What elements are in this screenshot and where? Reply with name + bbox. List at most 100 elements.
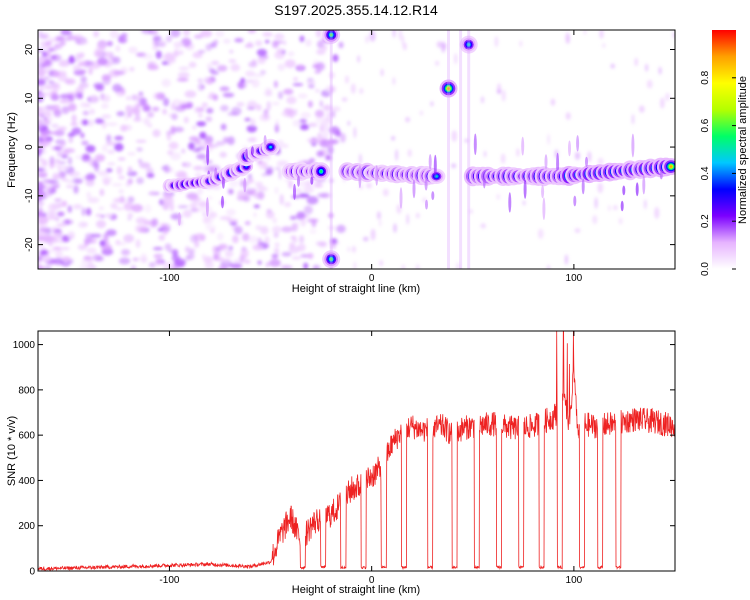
noise-speckle [298, 180, 309, 188]
noise-speckle [117, 157, 126, 161]
noise-speckle [86, 61, 95, 65]
noise-speckle [575, 151, 580, 160]
ridge-tail [245, 148, 248, 162]
noise-speckle [456, 262, 460, 269]
noise-speckle [45, 41, 52, 46]
noise-speckle [201, 102, 208, 108]
noise-speckle [38, 78, 46, 86]
noise-speckle [256, 48, 268, 57]
noise-speckle [180, 103, 193, 109]
noise-speckle [157, 39, 167, 48]
noise-speckle [132, 118, 142, 122]
ridge-tail [375, 165, 379, 186]
noise-speckle [38, 244, 46, 248]
noise-speckle [252, 188, 257, 197]
noise-speckle [246, 106, 255, 110]
noise-speckle [55, 249, 63, 259]
noise-speckle [78, 265, 91, 269]
colorbar-tick-label: 0.6 [700, 118, 711, 132]
noise-speckle [70, 122, 78, 126]
noise-speckle [189, 197, 202, 202]
noise-speckle [392, 77, 396, 86]
noise-speckle [286, 96, 297, 105]
noise-speckle [300, 217, 307, 227]
noise-speckle [80, 132, 85, 139]
noise-speckle [565, 112, 571, 120]
noise-speckle [469, 209, 473, 214]
noise-speckle [136, 177, 144, 185]
noise-speckle [351, 245, 356, 253]
snr-x-tick-label: -100 [159, 575, 179, 586]
noise-speckle [41, 159, 48, 167]
noise-speckle [419, 110, 424, 116]
noise-speckle [359, 88, 364, 94]
noise-speckle [339, 132, 346, 143]
ridge-tail [428, 154, 432, 170]
noise-speckle [184, 90, 197, 98]
noise-speckle [127, 212, 134, 218]
noise-speckle [274, 242, 280, 248]
noise-speckle [252, 244, 263, 251]
noise-speckle [316, 49, 326, 55]
noise-speckle [430, 101, 434, 107]
noise-speckle [116, 166, 123, 175]
noise-speckle [143, 105, 152, 112]
noise-speckle [317, 40, 324, 49]
noise-speckle [205, 116, 213, 122]
noise-speckle [599, 30, 604, 39]
noise-speckle [152, 106, 160, 112]
ridge-tail [556, 152, 560, 176]
noise-speckle [303, 262, 309, 269]
noise-speckle [114, 143, 124, 152]
noise-speckle [101, 114, 112, 119]
noise-speckle [59, 99, 71, 104]
noise-speckle [77, 244, 87, 251]
noise-speckle [194, 106, 201, 113]
noise-speckle [197, 82, 205, 92]
ridge-point-layer [269, 145, 272, 149]
noise-speckle [94, 118, 104, 124]
ridge-tail [221, 195, 224, 209]
noise-speckle [76, 53, 84, 59]
noise-speckle [279, 194, 284, 205]
noise-speckle [274, 167, 281, 170]
ridge-tail [581, 178, 585, 195]
noise-speckle [135, 139, 147, 143]
noise-speckle [170, 152, 181, 161]
noise-speckle [353, 126, 357, 139]
noise-speckle [38, 197, 42, 202]
noise-speckle [88, 174, 96, 180]
ridge-tail [263, 135, 267, 146]
noise-speckle [363, 236, 369, 242]
noise-speckle [610, 63, 615, 69]
noise-speckle [276, 48, 284, 55]
noise-speckle [550, 98, 556, 106]
noise-speckle [163, 196, 174, 206]
noise-speckle [272, 217, 277, 224]
snr-y-tick-label: 400 [18, 476, 35, 487]
noise-speckle [357, 55, 360, 63]
noise-speckle [44, 44, 54, 51]
noise-speckle [43, 116, 48, 120]
noise-speckle [67, 156, 73, 165]
noise-speckle [61, 256, 71, 263]
noise-speckle [257, 186, 269, 192]
noise-speckle [75, 92, 83, 99]
noise-speckle [277, 91, 284, 100]
noise-speckle [328, 139, 339, 145]
noise-speckle [212, 94, 219, 101]
noise-speckle [135, 239, 141, 249]
noise-speckle [48, 210, 57, 217]
noise-speckle [55, 35, 65, 42]
noise-speckle [271, 225, 282, 234]
noise-speckle [645, 63, 649, 72]
ridge-tail [635, 182, 639, 197]
noise-speckle [53, 257, 65, 265]
noise-speckle [71, 114, 77, 123]
noise-speckle [162, 228, 168, 235]
snr-y-label: SNR (10 * v/v) [6, 416, 18, 486]
noise-speckle [500, 153, 506, 164]
noise-speckle [182, 30, 191, 37]
noise-speckle [51, 123, 59, 129]
noise-speckle [281, 252, 292, 257]
